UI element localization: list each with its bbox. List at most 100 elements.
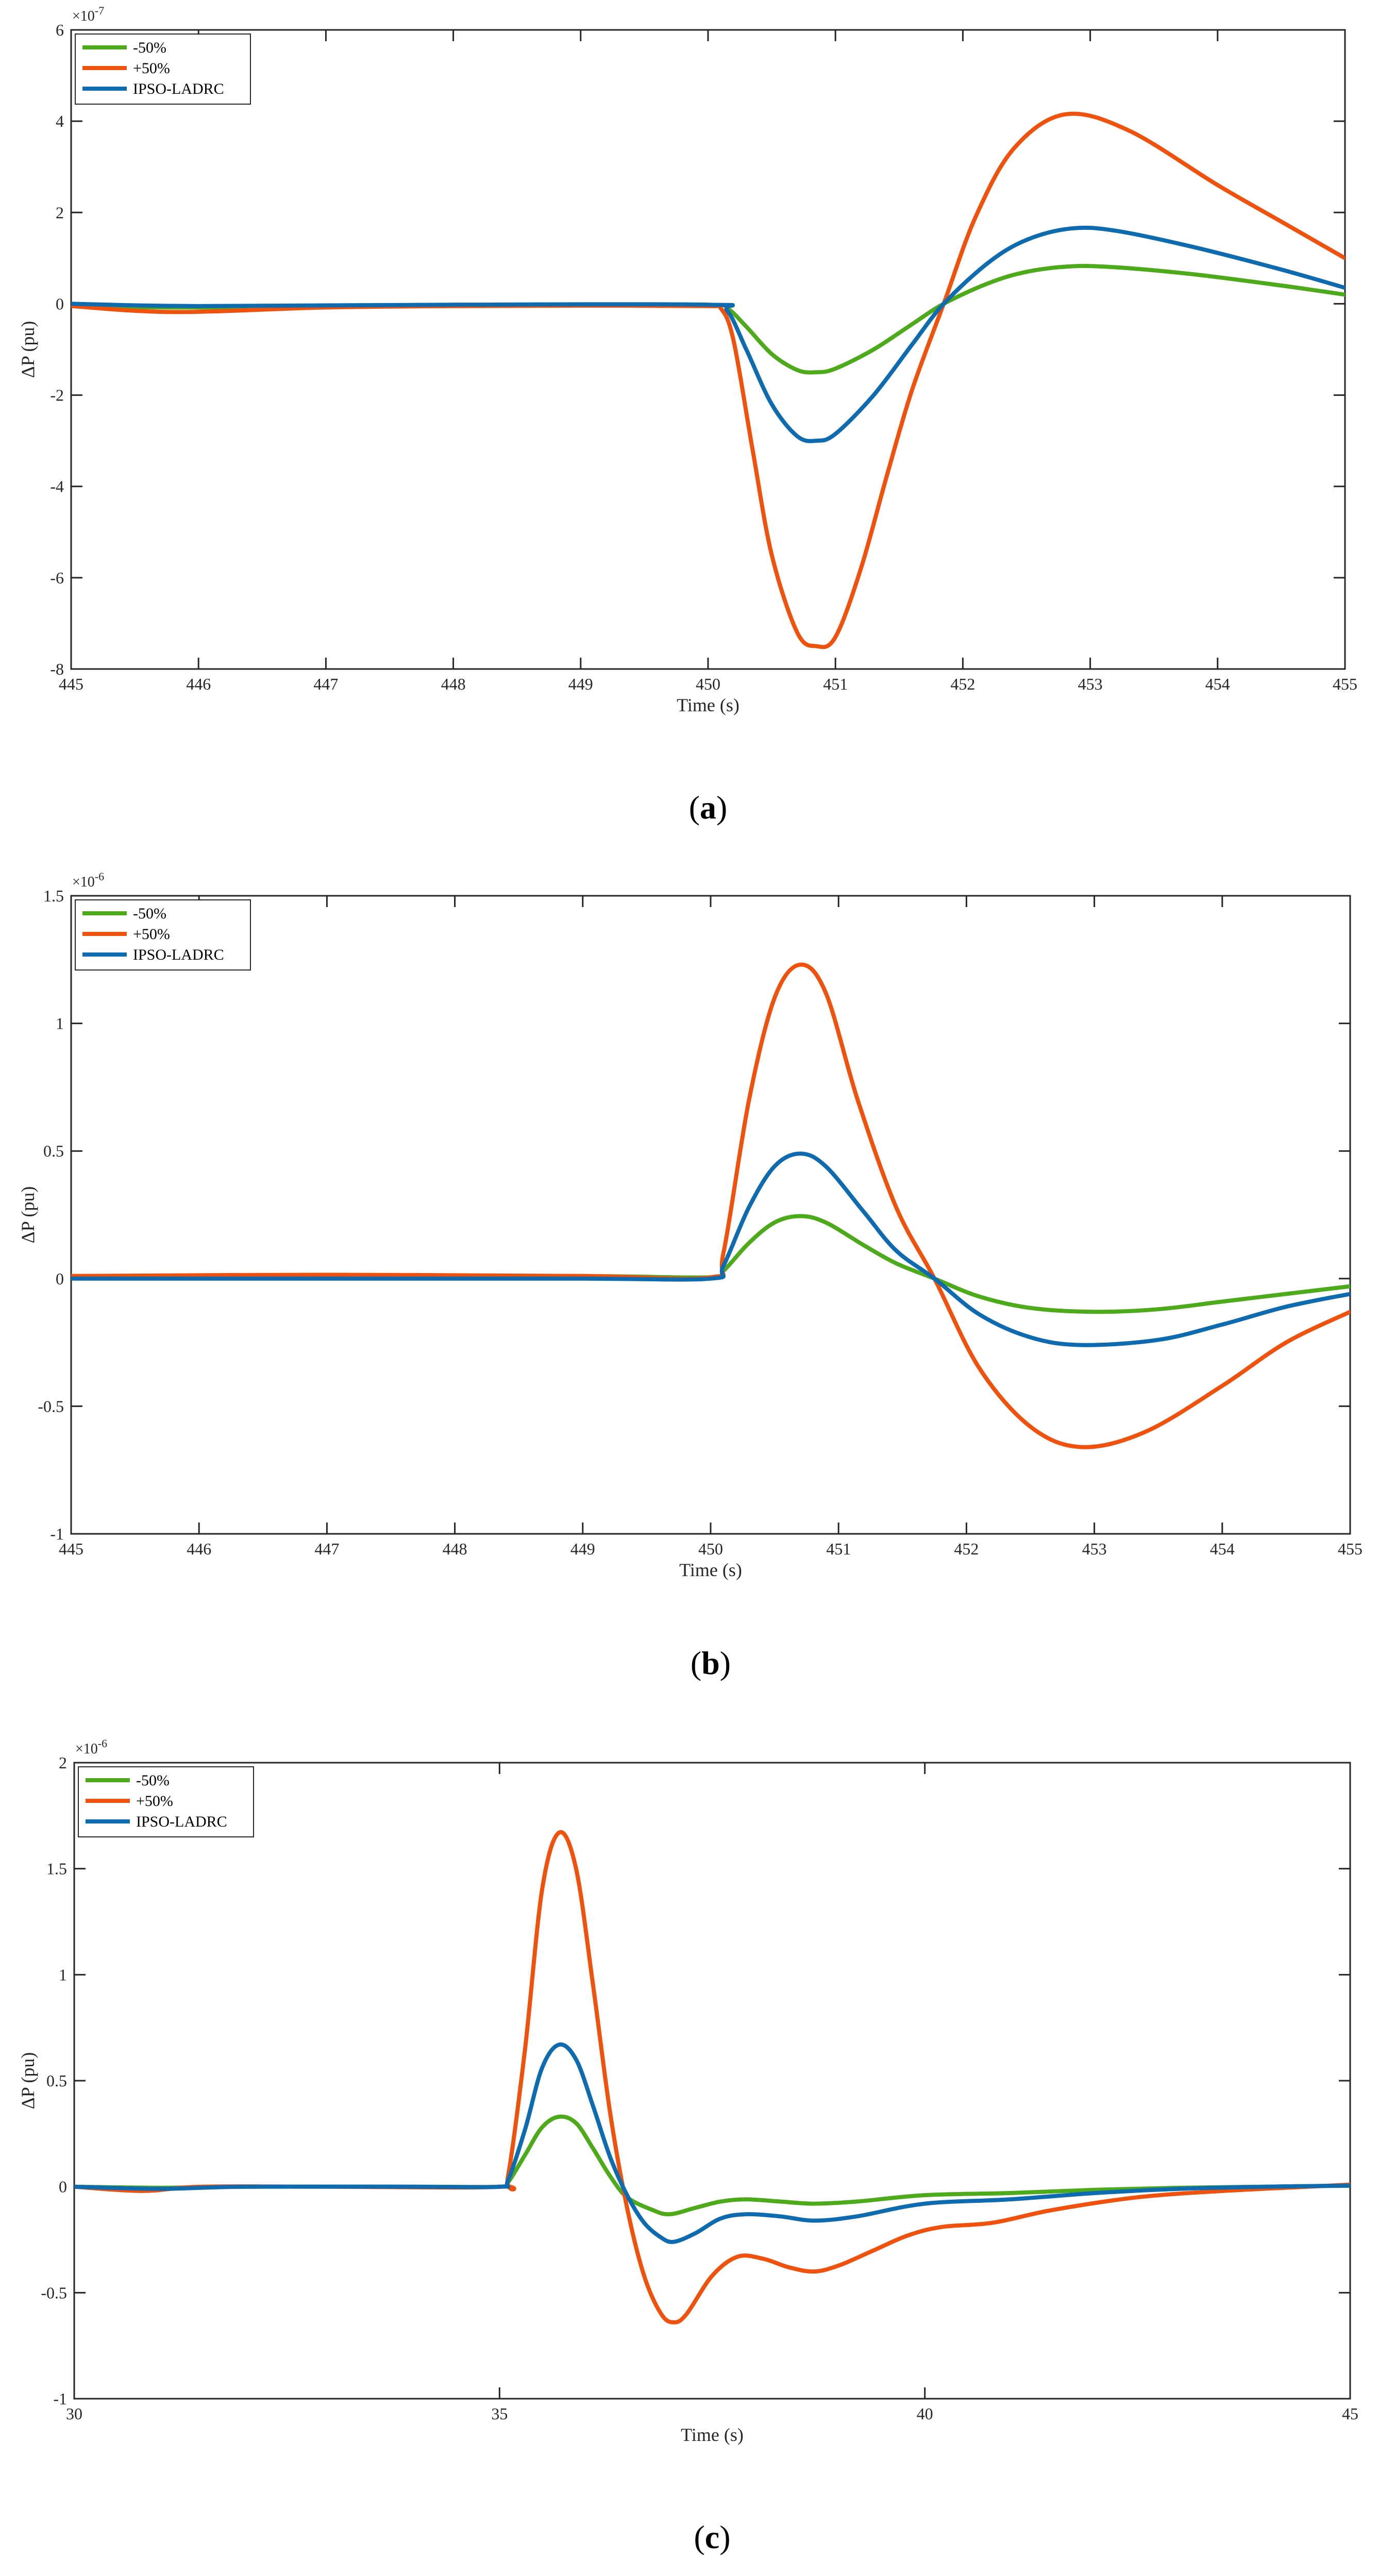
y-tick-label: -1 [50,1525,64,1543]
x-axis-title: Time (s) [681,2424,744,2445]
legend-entry-label: -50% [133,905,166,922]
x-tick-label: 452 [950,675,975,693]
y-axis-title: ΔP (pu) [18,1186,38,1244]
y-axis-title: ΔP (pu) [18,321,38,378]
x-tick-label: 454 [1210,1540,1235,1558]
y-tick-label: 1 [56,1014,64,1033]
y-axis-title: ΔP (pu) [18,2052,38,2110]
x-tick-label: 446 [187,1540,211,1558]
caption-letter: a [700,789,716,826]
caption-letter: b [701,1645,720,1681]
series-line-50 [74,1830,1350,2324]
x-tick-label: 455 [1333,675,1357,693]
chart-panel-b: 445 446 447 448 449 450 451 452 453 454 455 -1 -0.5 0… [18,870,1363,1681]
y-tick-label: 1 [59,1965,67,1984]
y-tick-label: -4 [50,477,64,496]
x-tick-label: 446 [186,675,211,693]
series-line-50 [71,111,1345,649]
plot-area [73,1762,1351,2400]
legend: -50% +50% IPSO-LADRC [78,1766,254,1837]
y-tick-label: -6 [50,568,64,587]
chart-panel-a: 445 446 447 448 449 450 451 452 453 454 455 -8 -6 -4 -… [18,4,1357,826]
x-axis-title: Time (s) [679,1560,742,1580]
plot-area [70,895,1351,1535]
x-tick-label: 450 [698,1540,723,1558]
x-tick-label: 455 [1338,1540,1363,1558]
x-tick-label: 449 [570,1540,595,1558]
x-tick-label: 447 [314,1540,339,1558]
series-line-50 [74,2114,1350,2217]
y-tick-label: -8 [50,660,64,678]
legend-entry-label: +50% [133,60,170,77]
y-tick-label: 1.5 [46,1860,67,1878]
x-tick-label: 451 [823,675,848,693]
y-tick-label: 1.5 [43,886,64,905]
caption-letter: c [705,2519,719,2555]
x-tick-label: 451 [826,1540,851,1558]
x-tick-label: 450 [696,675,720,693]
panel-caption: (b) [691,1645,731,1681]
legend-entry-label: IPSO-LADRC [133,946,224,963]
y-tick-label: 0 [59,2178,67,2196]
caption-close-paren: ) [716,789,727,826]
x-axis-title: Time (s) [677,695,739,715]
x-tick-label: 454 [1205,675,1230,693]
x-tick-label: 40 [917,2404,933,2423]
legend: -50% +50% IPSO-LADRC [75,899,251,971]
y-tick-label: 6 [56,21,64,39]
x-tick-label: 35 [491,2404,508,2423]
x-tick-label: 45 [1342,2404,1358,2423]
x-tick-label: 448 [443,1540,467,1558]
exponent-power: -6 [95,870,104,883]
x-tick-label: 445 [59,1540,83,1558]
y-tick-label: 2 [56,203,64,222]
y-tick-label: 2 [59,1753,67,1772]
x-tick-label: 452 [954,1540,979,1558]
x-tick-label: 453 [1078,675,1103,693]
legend-entry-label: IPSO-LADRC [136,1813,227,1830]
caption-open-paren: ( [691,1645,701,1681]
y-tick-label: 4 [56,112,64,130]
series-line-ipso-ladrc [74,2042,1350,2244]
legend-entry-label: +50% [136,1793,173,1810]
x-tick-label: 449 [568,675,593,693]
y-tick-label: 0 [56,1269,64,1288]
series-line-50 [71,962,1350,1449]
x-tick-label: 445 [59,675,83,693]
y-tick-label: -2 [50,386,64,405]
y-exponent-label: ×10-6 [75,1737,107,1757]
legend-entry-label: -50% [136,1772,170,1789]
exponent-power: -6 [98,1737,107,1750]
panel-caption: (a) [689,789,728,826]
x-tick-label: 448 [441,675,466,693]
exponent-base: ×10 [72,8,95,24]
caption-open-paren: ( [694,2519,704,2555]
caption-open-paren: ( [689,789,700,826]
y-tick-label: -1 [53,2389,67,2408]
caption-close-paren: ) [720,1645,731,1681]
series-line-50 [71,264,1345,375]
series-line-ipso-ladrc [71,225,1345,443]
series-line-50 [71,1214,1350,1314]
legend: -50% +50% IPSO-LADRC [75,34,251,105]
x-tick-label: 453 [1082,1540,1107,1558]
legend-entry-label: +50% [133,926,170,943]
exponent-base: ×10 [75,1741,98,1757]
exponent-base: ×10 [72,874,95,890]
y-tick-label: 0.5 [43,1142,64,1160]
caption-close-paren: ) [719,2519,730,2555]
exponent-power: -7 [95,4,104,17]
legend-entry-label: IPSO-LADRC [133,80,224,97]
plot-area [70,29,1346,670]
x-tick-label: 30 [66,2404,82,2423]
y-tick-label: 0 [56,294,64,313]
y-tick-label: -0.5 [41,2283,67,2302]
y-exponent-label: ×10-6 [72,870,104,890]
y-tick-label: -0.5 [38,1397,64,1415]
chart-panel-c: 30 35 40 45 -1 -0.5 0 0.5 1 1.5 2 ×10-6 Time (s) ΔP (… [18,1737,1358,2555]
panel-caption: (c) [694,2519,730,2555]
y-tick-label: 0.5 [46,2071,67,2090]
y-exponent-label: ×10-7 [72,4,104,24]
series-line-ipso-ladrc [71,1151,1350,1347]
